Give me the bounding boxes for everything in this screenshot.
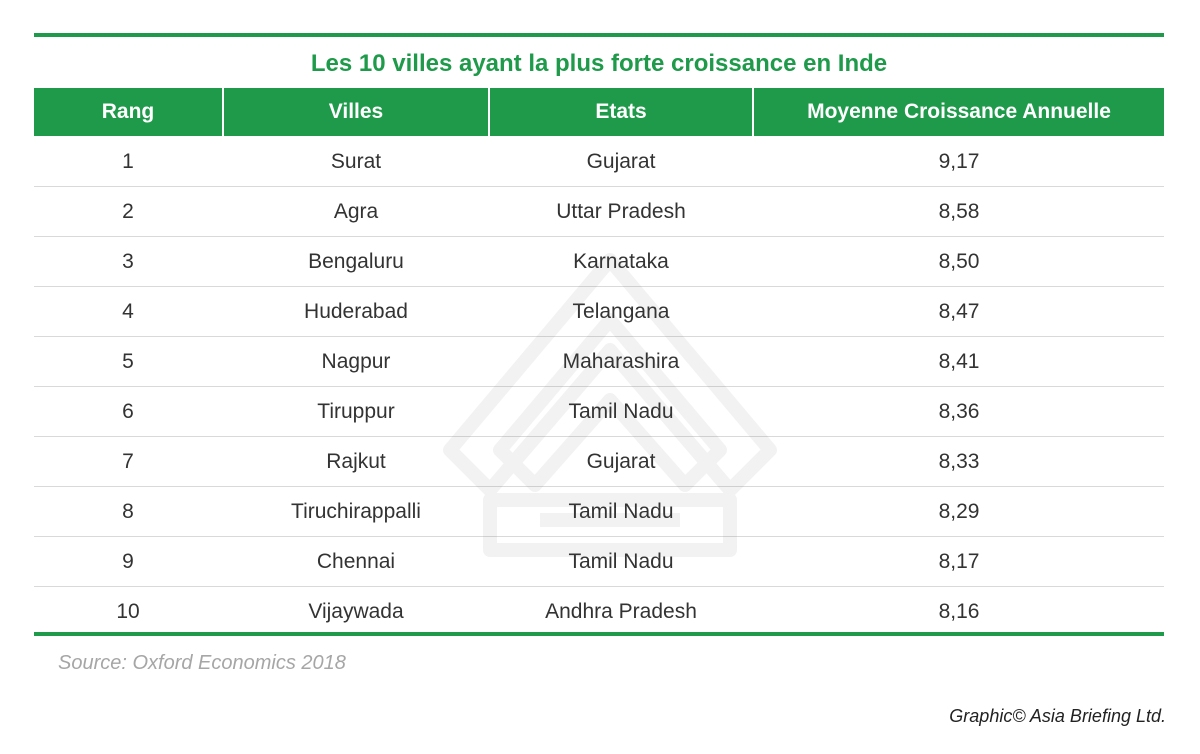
- graphic-credit: Graphic© Asia Briefing Ltd.: [949, 706, 1166, 726]
- cell-rang: 10: [116, 600, 140, 623]
- cell-etat: Maharashira: [562, 350, 680, 373]
- cell-rang: 5: [122, 350, 134, 373]
- cell-rang: 3: [122, 250, 134, 273]
- cell-etat: Gujarat: [586, 450, 656, 473]
- cell-ville: Vijaywada: [308, 600, 404, 623]
- table-header: Rang Villes Etats Moyenne Croissance Ann…: [34, 88, 1164, 136]
- header-croissance: Moyenne Croissance Annuelle: [754, 88, 1164, 136]
- cell-ville: Bengaluru: [308, 250, 404, 273]
- table-body: 1 Surat Gujarat 9,17 2 Agra Uttar Prades…: [34, 137, 1164, 636]
- cell-ville: Nagpur: [321, 350, 391, 373]
- table-row: 9 Chennai Tamil Nadu 8,17: [34, 537, 1164, 587]
- header-villes: Villes: [224, 88, 488, 136]
- cell-etat: Andhra Pradesh: [545, 600, 697, 623]
- cell-croissance: 8,29: [938, 500, 980, 523]
- cell-croissance: 8,41: [938, 350, 980, 373]
- cell-ville: Surat: [330, 150, 382, 173]
- header-etats: Etats: [490, 88, 752, 136]
- cell-etat: Uttar Pradesh: [556, 200, 686, 223]
- header-rang: Rang: [34, 88, 222, 136]
- cell-croissance: 8,47: [938, 300, 980, 323]
- cell-rang: 7: [122, 450, 134, 473]
- cell-etat: Gujarat: [586, 150, 656, 173]
- cell-ville: Tiruchirappalli: [291, 500, 421, 523]
- cell-rang: 1: [122, 150, 134, 173]
- table-row: 10 Vijaywada Andhra Pradesh 8,16: [34, 587, 1164, 636]
- cell-ville: Huderabad: [304, 300, 408, 323]
- table-title: Les 10 villes ayant la plus forte croiss…: [310, 50, 888, 77]
- cell-rang: 8: [122, 500, 134, 523]
- cell-etat: Telangana: [572, 300, 670, 323]
- cell-ville: Tiruppur: [317, 400, 395, 423]
- table-row: 5 Nagpur Maharashira 8,41: [34, 337, 1164, 387]
- table-row: 2 Agra Uttar Pradesh 8,58: [34, 187, 1164, 237]
- cell-ville: Rajkut: [326, 450, 386, 473]
- cell-rang: 9: [122, 550, 134, 573]
- table-row: 3 Bengaluru Karnataka 8,50: [34, 237, 1164, 287]
- table-row: 6 Tiruppur Tamil Nadu 8,36: [34, 387, 1164, 437]
- cell-croissance: 9,17: [938, 150, 980, 173]
- cell-etat: Tamil Nadu: [568, 500, 674, 523]
- cell-etat: Tamil Nadu: [568, 550, 674, 573]
- cell-croissance: 8,17: [938, 550, 980, 573]
- cell-rang: 2: [122, 200, 134, 223]
- table-row: 4 Huderabad Telangana 8,47: [34, 287, 1164, 337]
- bottom-rule: [34, 632, 1164, 636]
- cell-croissance: 8,50: [938, 250, 980, 273]
- cell-rang: 6: [122, 400, 134, 423]
- cell-etat: Tamil Nadu: [568, 400, 674, 423]
- table-row: 8 Tiruchirappalli Tamil Nadu 8,29: [34, 487, 1164, 537]
- source-note: Source: Oxford Economics 2018: [58, 652, 346, 674]
- cell-etat: Karnataka: [573, 250, 669, 273]
- cell-croissance: 8,33: [938, 450, 980, 473]
- cell-croissance: 8,16: [938, 600, 980, 623]
- top-rule: [34, 33, 1164, 37]
- table-row: 1 Surat Gujarat 9,17: [34, 137, 1164, 187]
- table-row: 7 Rajkut Gujarat 8,33: [34, 437, 1164, 487]
- cell-croissance: 8,58: [938, 200, 980, 223]
- cell-croissance: 8,36: [938, 400, 980, 423]
- cell-ville: Chennai: [316, 550, 396, 573]
- cell-ville: Agra: [333, 200, 379, 223]
- cell-rang: 4: [122, 300, 134, 323]
